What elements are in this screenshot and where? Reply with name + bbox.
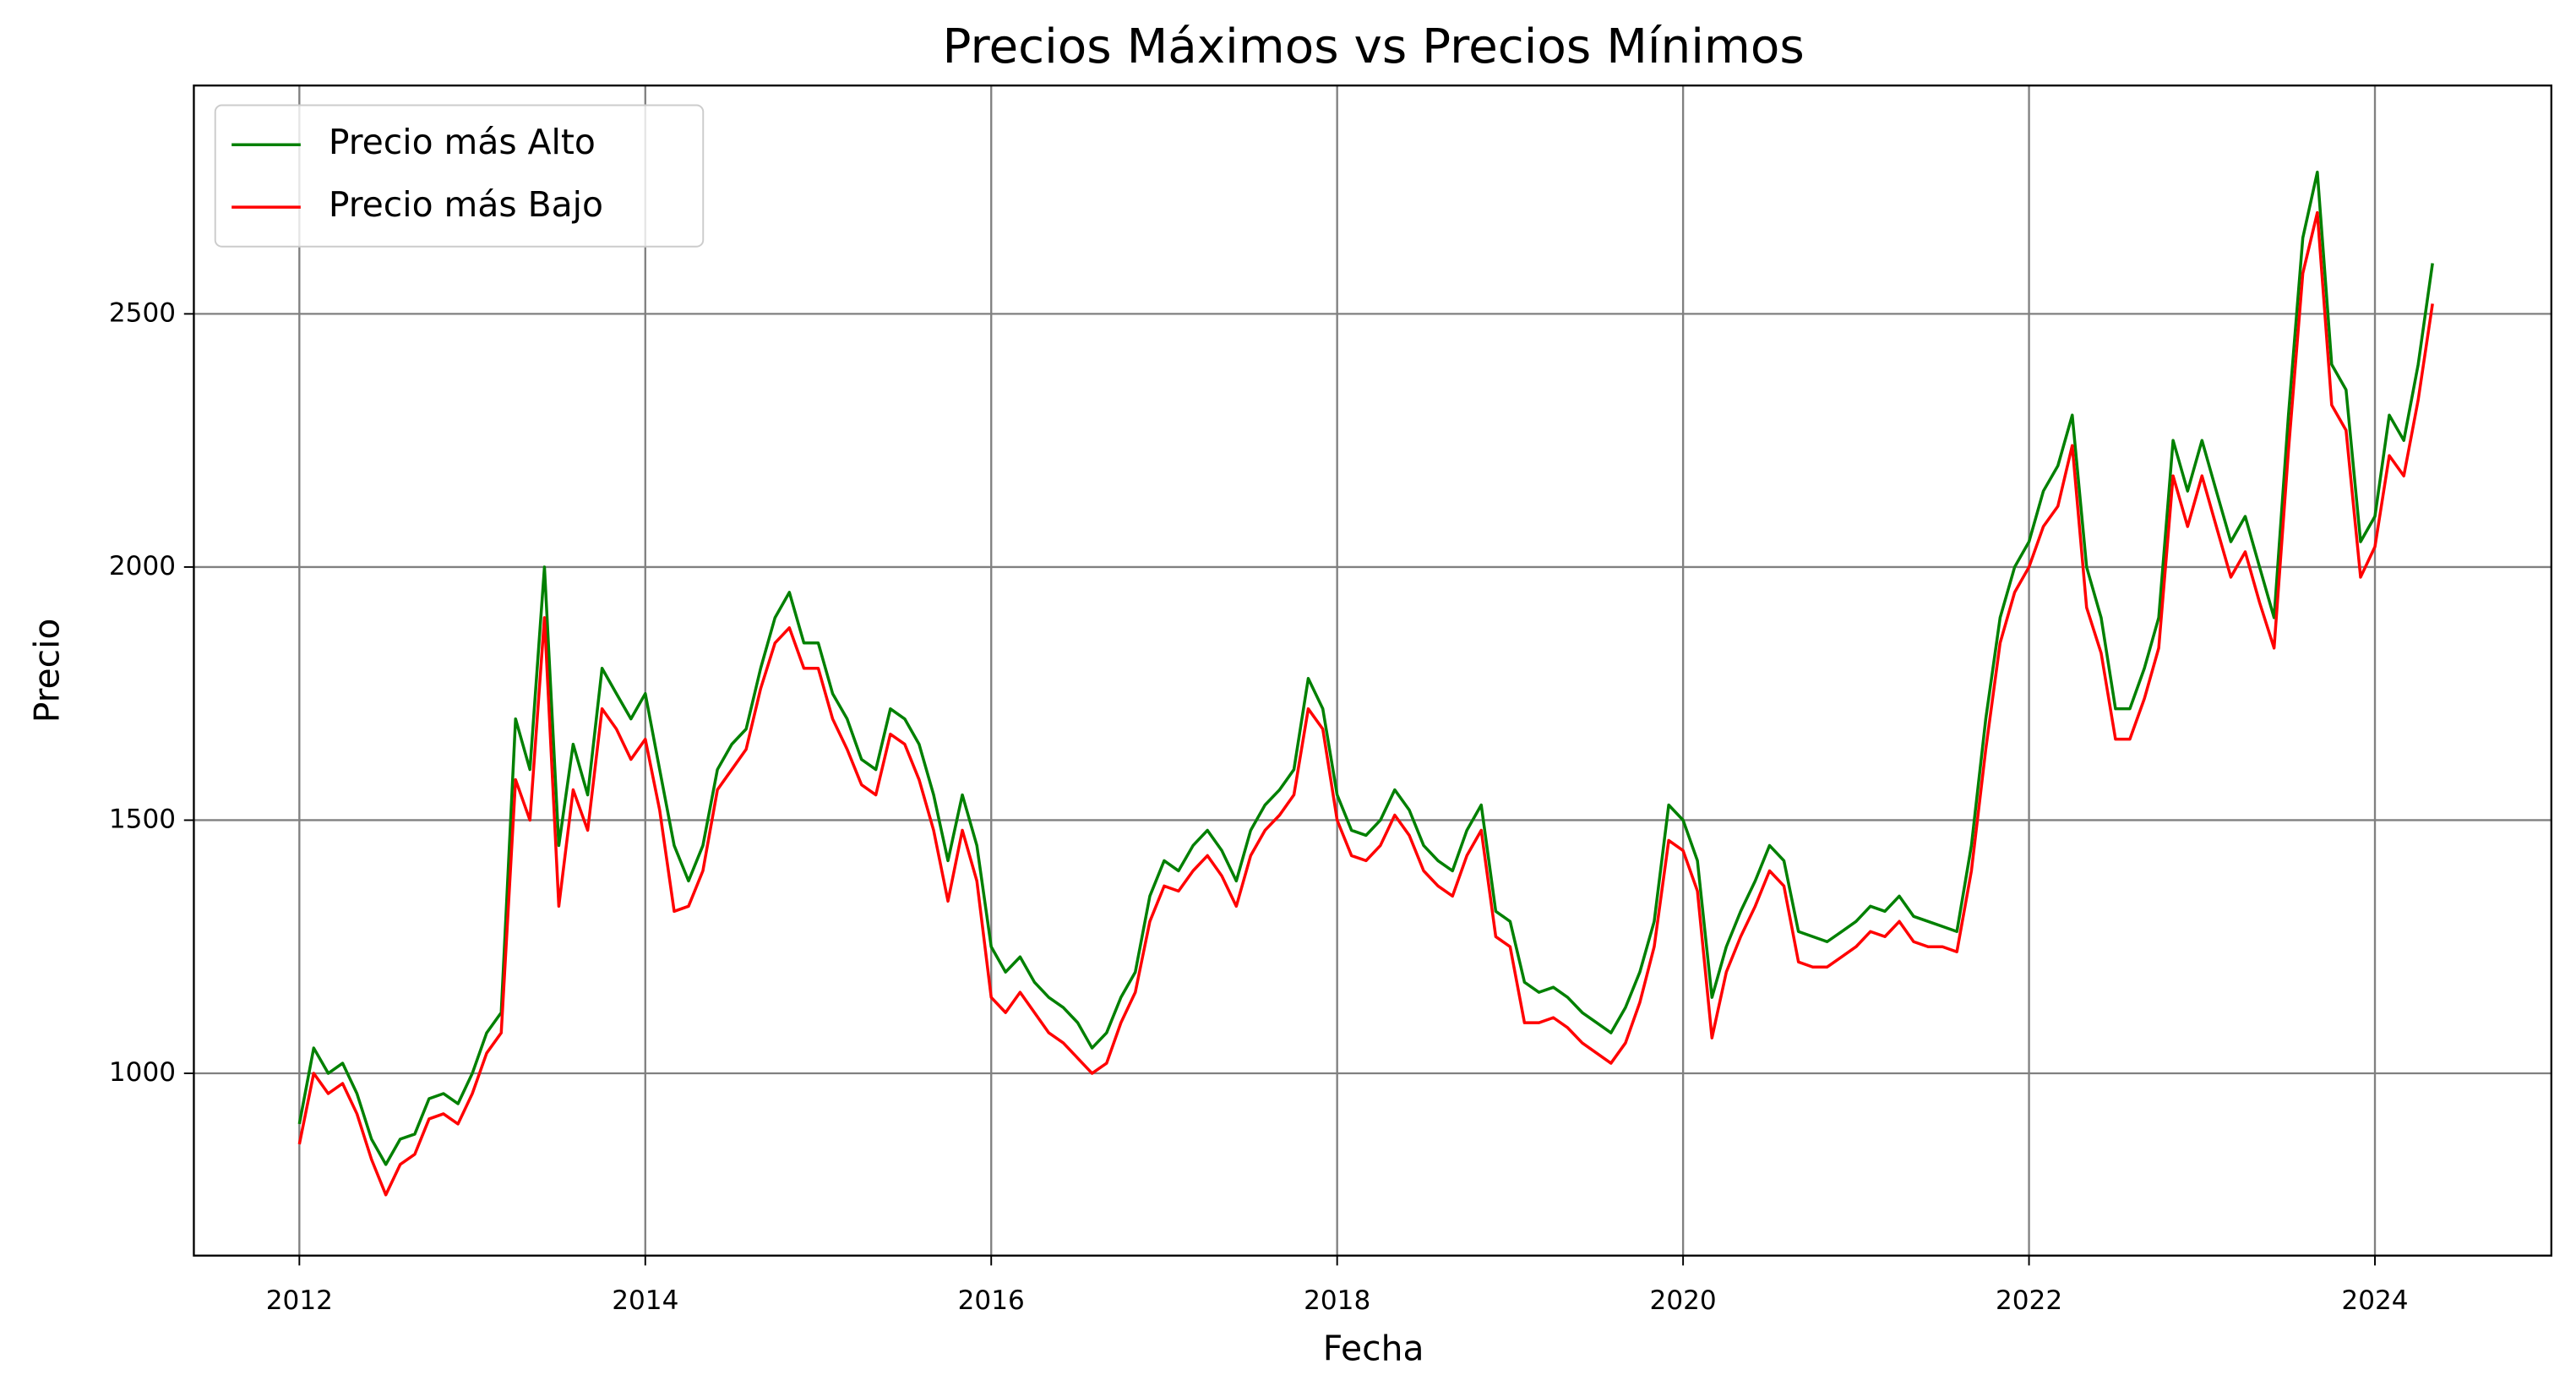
x-tick-label: 2012 (266, 1285, 333, 1316)
y-tick-label: 1000 (109, 1057, 176, 1088)
y-tick-label: 2000 (109, 551, 176, 581)
x-tick-label: 2024 (2341, 1285, 2408, 1316)
x-tick-label: 2020 (1650, 1285, 1717, 1316)
legend-label: Precio más Alto (329, 122, 596, 162)
legend: Precio más Alto Precio más Bajo (214, 104, 705, 248)
chart-title: Precios Máximos vs Precios Mínimos (943, 19, 1805, 74)
legend-label: Precio más Bajo (329, 184, 603, 225)
x-tick-label: 2014 (612, 1285, 678, 1316)
legend-box (214, 104, 705, 248)
x-tick-label: 2022 (1996, 1285, 2062, 1316)
plot-frame (193, 85, 2552, 1257)
y-axis-label: Precio (26, 619, 67, 723)
x-tick-label: 2018 (1304, 1285, 1370, 1316)
y-tick-label: 1500 (109, 804, 176, 834)
data-line (297, 210, 2434, 1197)
x-axis-label: Fecha (1323, 1328, 1424, 1368)
x-tick-label: 2016 (958, 1285, 1025, 1316)
y-tick-label: 2500 (109, 297, 176, 328)
data-line (297, 170, 2434, 1166)
